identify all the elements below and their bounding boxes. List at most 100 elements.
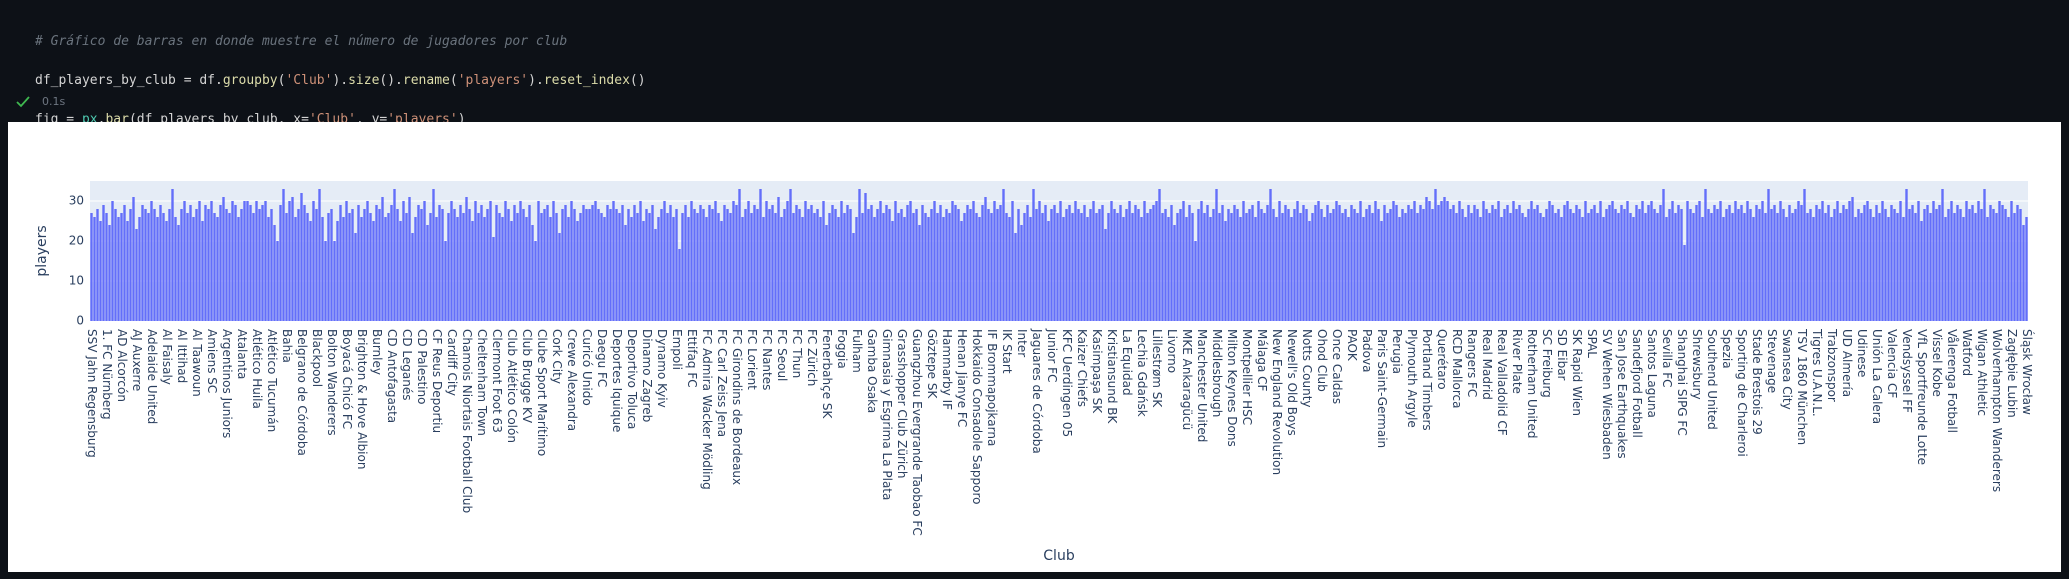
- bar: [1713, 205, 1716, 321]
- bar: [1716, 209, 1719, 321]
- bar: [1689, 209, 1692, 321]
- bar: [693, 209, 696, 321]
- bar: [315, 209, 318, 321]
- x-tick-label: Newell's Old Boys: [1285, 329, 1299, 436]
- bar: [1905, 189, 1908, 321]
- bar: [1131, 213, 1134, 321]
- bar: [1608, 205, 1611, 321]
- x-tick-label: Zagłębie Lubin: [2005, 329, 2019, 418]
- bar: [333, 241, 336, 321]
- bar: [519, 201, 522, 321]
- x-tick-label: Inter: [1015, 329, 1029, 357]
- bar: [1302, 205, 1305, 321]
- x-tick-label: Hammarby IF: [940, 329, 954, 410]
- bar: [1875, 205, 1878, 321]
- bar: [1509, 213, 1512, 321]
- bar: [1068, 205, 1071, 321]
- bar: [1299, 213, 1302, 321]
- bar: [1704, 189, 1707, 321]
- x-tick-label: Valencia CF: [1885, 329, 1899, 398]
- x-tick-label: Cork City: [550, 329, 564, 384]
- bar: [1032, 189, 1035, 321]
- x-tick-label: FC Nantes: [760, 329, 774, 390]
- x-tick-label: 1. FC Nürnberg: [100, 329, 114, 420]
- x-tick-label: UD Almería: [1840, 329, 1854, 397]
- bar: [1860, 213, 1863, 321]
- bar: [102, 205, 105, 321]
- bar: [234, 205, 237, 321]
- bar: [1641, 201, 1644, 321]
- bar: [183, 201, 186, 321]
- bar: [186, 213, 189, 321]
- bar: [204, 205, 207, 321]
- bar: [975, 213, 978, 321]
- bar: [282, 189, 285, 321]
- bar: [1212, 209, 1215, 321]
- bar: [447, 213, 450, 321]
- bar: [1161, 213, 1164, 321]
- bar: [612, 201, 615, 321]
- bar: [1578, 209, 1581, 321]
- bar: [1797, 201, 1800, 321]
- bar: [1170, 205, 1173, 321]
- x-tick-label: CD Antofagasta: [385, 329, 399, 423]
- bar: [1911, 205, 1914, 321]
- x-tick-label: Padova: [1360, 329, 1374, 372]
- x-tick-label: Paris Saint-Germain: [1375, 329, 1389, 448]
- bar: [567, 217, 570, 321]
- bar: [906, 205, 909, 321]
- x-tick-label: Al Faisaly: [160, 329, 174, 385]
- bar: [1389, 209, 1392, 321]
- bar: [345, 201, 348, 321]
- bar: [222, 197, 225, 321]
- bar: [1932, 201, 1935, 321]
- bar: [852, 233, 855, 321]
- bar: [459, 205, 462, 321]
- bar: [1458, 201, 1461, 321]
- bar: [1842, 205, 1845, 321]
- bar: [1806, 213, 1809, 321]
- bar: [1572, 213, 1575, 321]
- bar: [1575, 205, 1578, 321]
- bar: [1191, 213, 1194, 321]
- bar: [666, 213, 669, 321]
- bar: [960, 221, 963, 321]
- bar: [1698, 201, 1701, 321]
- bar: [930, 209, 933, 321]
- bar: [1833, 209, 1836, 321]
- bar: [1140, 217, 1143, 321]
- bar: [1248, 209, 1251, 321]
- bar: [174, 217, 177, 321]
- x-tick-label: Atlético Huila: [250, 329, 264, 409]
- bar: [1659, 205, 1662, 321]
- output: players Club 0 10 20 30 SSV Jahn Regensburg 1…: [8, 122, 2061, 572]
- x-tick-label: Gamba Osaka: [865, 329, 879, 413]
- bar: [732, 201, 735, 321]
- bar: [702, 209, 705, 321]
- x-tick-label: Udinese: [1855, 329, 1869, 377]
- bar: [339, 205, 342, 321]
- bar: [864, 193, 867, 321]
- bar: [1896, 213, 1899, 321]
- bar: [1239, 217, 1242, 321]
- bar: [543, 209, 546, 321]
- bar: [1380, 221, 1383, 321]
- bar: [1722, 217, 1725, 321]
- x-tick-label: Rotherham United: [1525, 329, 1539, 438]
- bar: [1800, 205, 1803, 321]
- bar: [132, 197, 135, 321]
- y-tick-label: 10: [69, 274, 84, 288]
- bar: [1746, 201, 1749, 321]
- bar: [165, 221, 168, 321]
- bar: [1467, 205, 1470, 321]
- bar: [1428, 201, 1431, 321]
- bar: [378, 209, 381, 321]
- bar: [1395, 205, 1398, 321]
- bar: [1158, 189, 1161, 321]
- x-tick-label: Kasimpaşa SK: [1090, 329, 1104, 414]
- bar: [1167, 217, 1170, 321]
- bar: [573, 209, 576, 321]
- bar: [219, 205, 222, 321]
- bar: [486, 209, 489, 321]
- bar: [1482, 201, 1485, 321]
